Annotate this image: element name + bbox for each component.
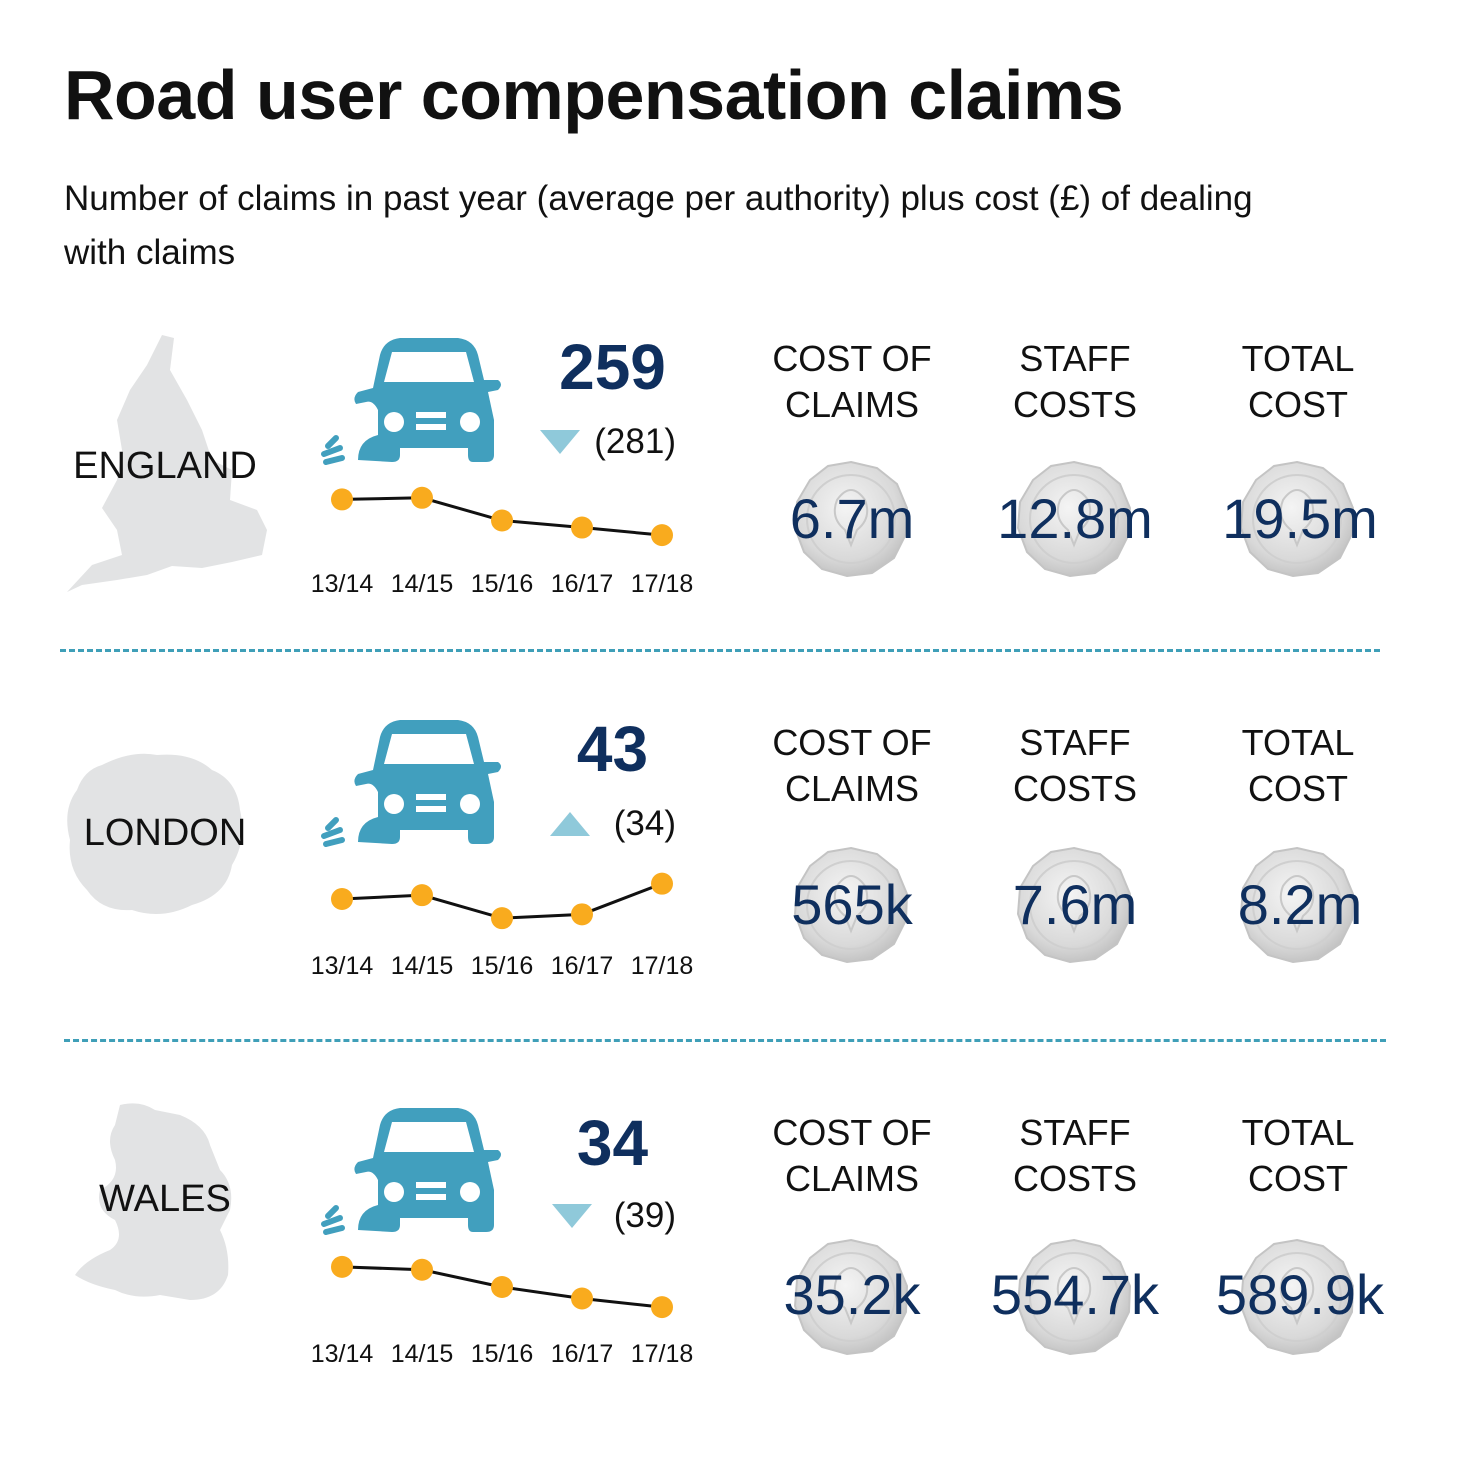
total-cost-label: TOTAL COST	[1188, 720, 1408, 812]
x-tick-label: 13/14	[311, 952, 374, 980]
car-icon	[321, 1108, 501, 1235]
total-cost-label: TOTAL COST	[1188, 1110, 1408, 1202]
region-name: LONDON	[83, 812, 247, 854]
previous-claims-value: (39)	[613, 1196, 676, 1235]
label-line-1: STAFF	[1019, 338, 1131, 379]
data-point	[491, 907, 513, 930]
section-divider	[64, 1039, 1386, 1042]
claims-count: 34	[576, 1107, 649, 1179]
page-title: Road user compensation claims	[64, 56, 1124, 134]
page-subtitle: Number of claims in past year (average p…	[64, 179, 1253, 272]
trend-up-arrow-icon	[550, 812, 590, 836]
x-tick-label: 13/14	[311, 1340, 374, 1368]
data-point	[411, 1258, 433, 1281]
region-section-london: LONDON 43 (34) 13/14 14/15 15/16 16/17 17/18…	[0, 712, 1476, 1072]
previous-year-claims: (281)	[530, 422, 700, 466]
data-point	[331, 1255, 353, 1278]
claims-trend-chart: 13/14 14/15 15/16 16/17 17/18	[311, 1255, 694, 1368]
car-icon	[321, 338, 501, 465]
data-point	[491, 509, 513, 532]
cost-of-claims-value: 35.2k	[783, 1263, 921, 1326]
label-line-2: COSTS	[1012, 768, 1137, 809]
label-line-2: COST	[1247, 384, 1348, 425]
x-tick-label: 16/17	[551, 1340, 614, 1368]
label-line-1: TOTAL	[1241, 1112, 1355, 1153]
trend-down-arrow-icon	[540, 430, 580, 454]
label-line-2: CLAIMS	[784, 384, 920, 425]
cost-of-claims-label: COST OF CLAIMS	[742, 720, 962, 812]
staff-costs-value: 554.7k	[990, 1263, 1160, 1326]
cost-of-claims-label: COST OF CLAIMS	[742, 1110, 962, 1202]
label-line-2: COST	[1247, 768, 1348, 809]
previous-claims-value: (281)	[594, 422, 676, 461]
region-name: ENGLAND	[73, 445, 257, 487]
region-name: WALES	[99, 1178, 231, 1220]
label-line-2: COSTS	[1012, 1158, 1137, 1199]
x-tick-label: 14/15	[391, 570, 454, 598]
label-line-1: COST OF	[772, 1112, 932, 1153]
data-point	[331, 488, 353, 511]
total-cost-value: 589.9k	[1215, 1263, 1385, 1326]
cost-of-claims-label: COST OF CLAIMS	[742, 336, 962, 428]
x-tick-label: 14/15	[391, 1340, 454, 1368]
x-tick-label: 16/17	[551, 952, 614, 980]
staff-costs-value: 12.8m	[997, 487, 1153, 550]
claims-trend-chart: 13/14 14/15 15/16 16/17 17/18	[311, 486, 694, 598]
staff-costs-label: STAFF COSTS	[965, 336, 1185, 428]
data-point	[571, 1287, 593, 1310]
previous-year-claims: (34)	[530, 804, 700, 848]
x-tick-label: 16/17	[551, 570, 614, 598]
x-tick-label: 13/14	[311, 570, 374, 598]
claims-count: 43	[576, 713, 649, 785]
x-tick-label: 15/16	[471, 570, 534, 598]
label-line-1: TOTAL	[1241, 722, 1355, 763]
label-line-2: COST	[1247, 1158, 1348, 1199]
x-tick-label: 17/18	[631, 952, 694, 980]
previous-claims-value: (34)	[613, 804, 676, 843]
trend-down-arrow-icon	[552, 1204, 592, 1228]
label-line-1: STAFF	[1019, 1112, 1131, 1153]
data-point	[571, 903, 593, 926]
data-point	[331, 888, 353, 910]
label-line-1: STAFF	[1019, 722, 1131, 763]
wales-map-icon	[75, 1103, 232, 1300]
label-line-1: TOTAL	[1241, 338, 1355, 379]
x-tick-label: 15/16	[471, 952, 534, 980]
total-cost-value: 19.5m	[1222, 487, 1378, 550]
x-tick-label: 15/16	[471, 1340, 534, 1368]
data-point	[651, 872, 673, 895]
section-divider	[60, 649, 1380, 652]
cost-of-claims-value: 565k	[791, 873, 913, 936]
previous-year-claims: (39)	[530, 1196, 700, 1240]
london-map-icon	[67, 753, 243, 914]
staff-costs-value: 7.6m	[1012, 873, 1138, 936]
claims-trend-chart: 13/14 14/15 15/16 16/17 17/18	[311, 872, 694, 980]
x-tick-label: 17/18	[631, 1340, 694, 1368]
claims-count: 259	[559, 331, 666, 403]
label-line-2: CLAIMS	[784, 768, 920, 809]
staff-costs-label: STAFF COSTS	[965, 720, 1185, 812]
label-line-2: COSTS	[1012, 384, 1137, 425]
label-line-1: COST OF	[772, 722, 932, 763]
region-section-wales: WALES 34 (39) 13/14 14/15 15/16 16/17 17/18 …	[0, 1100, 1476, 1460]
data-point	[651, 1296, 673, 1319]
total-cost-value: 8.2m	[1237, 873, 1363, 936]
data-point	[651, 524, 673, 547]
cost-of-claims-value: 6.7m	[789, 487, 915, 550]
car-icon	[321, 720, 501, 847]
label-line-2: CLAIMS	[784, 1158, 920, 1199]
total-cost-label: TOTAL COST	[1188, 336, 1408, 428]
label-line-1: COST OF	[772, 338, 932, 379]
region-section-england: ENGLAND 259 (281) 13/14 14/15 15/16 16/17 17…	[0, 330, 1476, 690]
x-tick-label: 17/18	[631, 570, 694, 598]
data-point	[411, 486, 433, 509]
x-tick-label: 14/15	[391, 952, 454, 980]
data-point	[491, 1276, 513, 1298]
england-map-icon	[67, 335, 267, 592]
staff-costs-label: STAFF COSTS	[965, 1110, 1185, 1202]
data-point	[571, 516, 593, 539]
data-point	[411, 884, 433, 907]
